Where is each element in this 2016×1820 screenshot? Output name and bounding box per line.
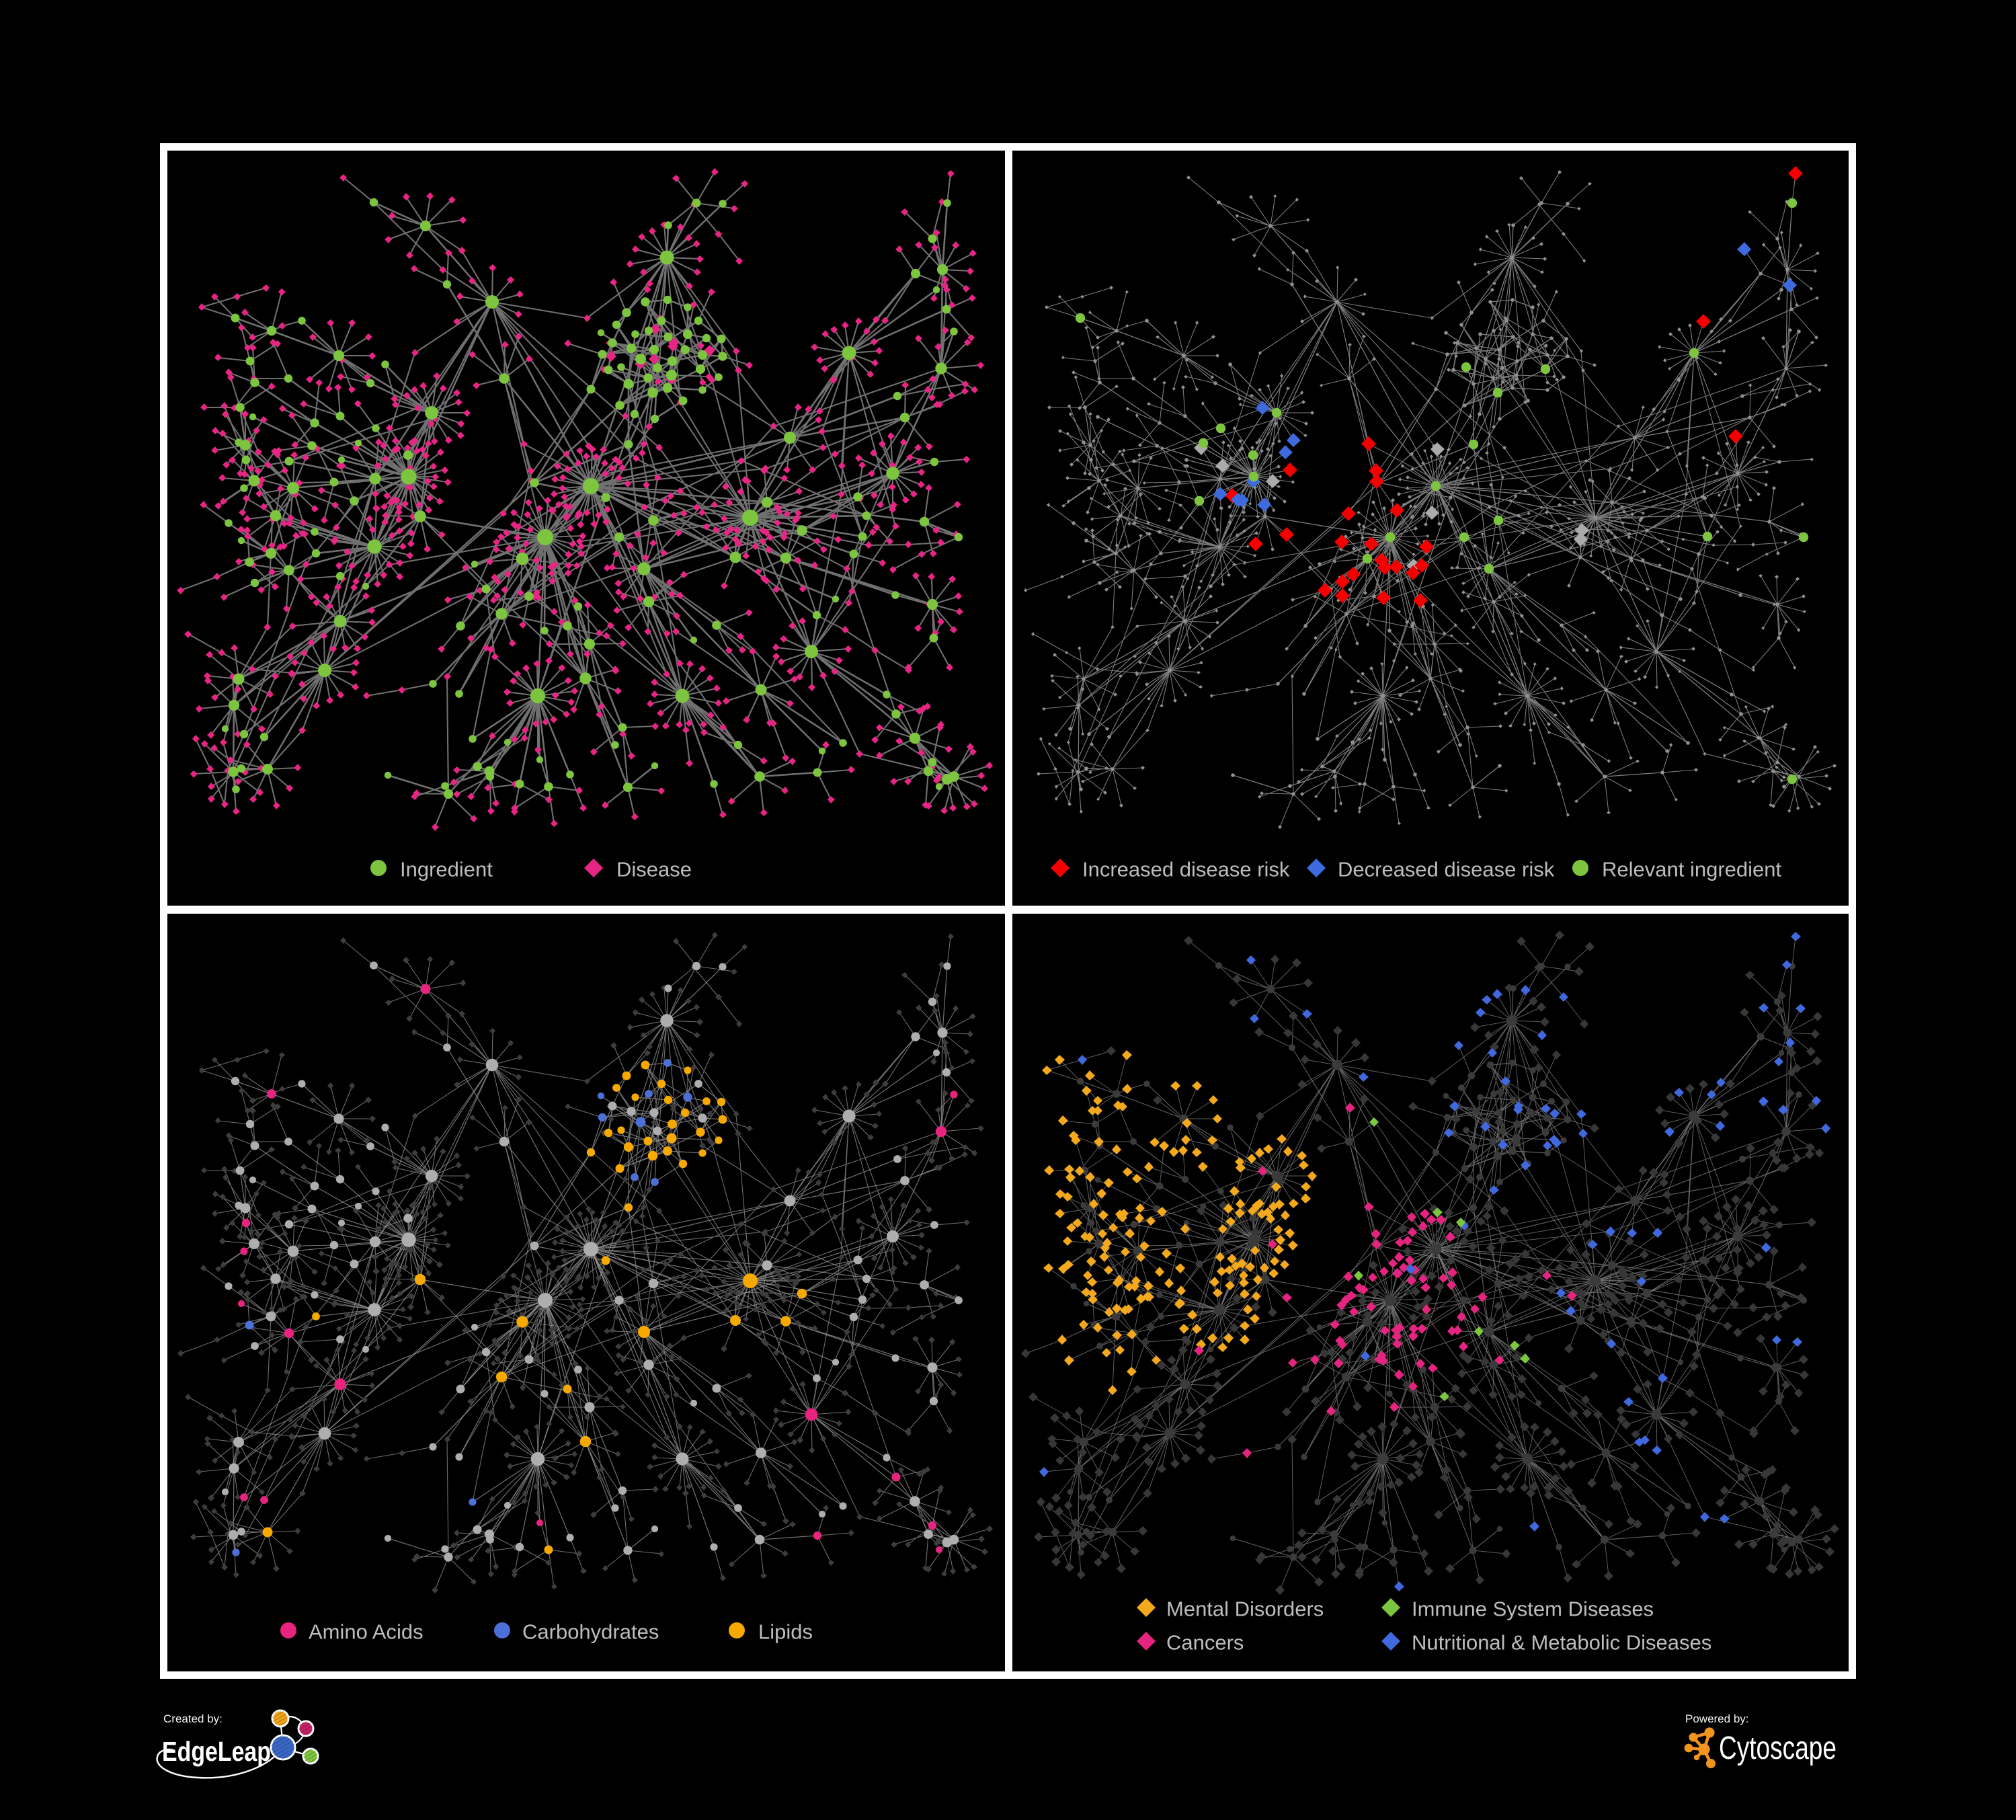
svg-text:Ingredient: Ingredient [400, 858, 493, 881]
svg-text:Carbohydrates: Carbohydrates [522, 1620, 659, 1644]
svg-text:Mental Disorders: Mental Disorders [1166, 1597, 1324, 1621]
svg-text:EdgeLeap: EdgeLeap [162, 1736, 271, 1767]
svg-text:Created by:: Created by: [163, 1712, 223, 1725]
svg-text:Powered by:: Powered by: [1685, 1712, 1749, 1725]
svg-text:Lipids: Lipids [758, 1620, 813, 1644]
svg-text:Cytoscape: Cytoscape [1719, 1731, 1837, 1766]
svg-text:Increased disease risk: Increased disease risk [1082, 858, 1290, 881]
svg-text:Immune System Diseases: Immune System Diseases [1412, 1597, 1654, 1621]
svg-text:Disease: Disease [616, 858, 692, 881]
svg-text:Amino Acids: Amino Acids [309, 1620, 424, 1644]
svg-text:Nutritional & Metabolic Diseas: Nutritional & Metabolic Diseases [1412, 1631, 1711, 1655]
svg-text:Relevant ingredient: Relevant ingredient [1602, 858, 1782, 881]
svg-text:Cancers: Cancers [1166, 1631, 1244, 1655]
svg-text:Decreased disease risk: Decreased disease risk [1338, 858, 1555, 881]
